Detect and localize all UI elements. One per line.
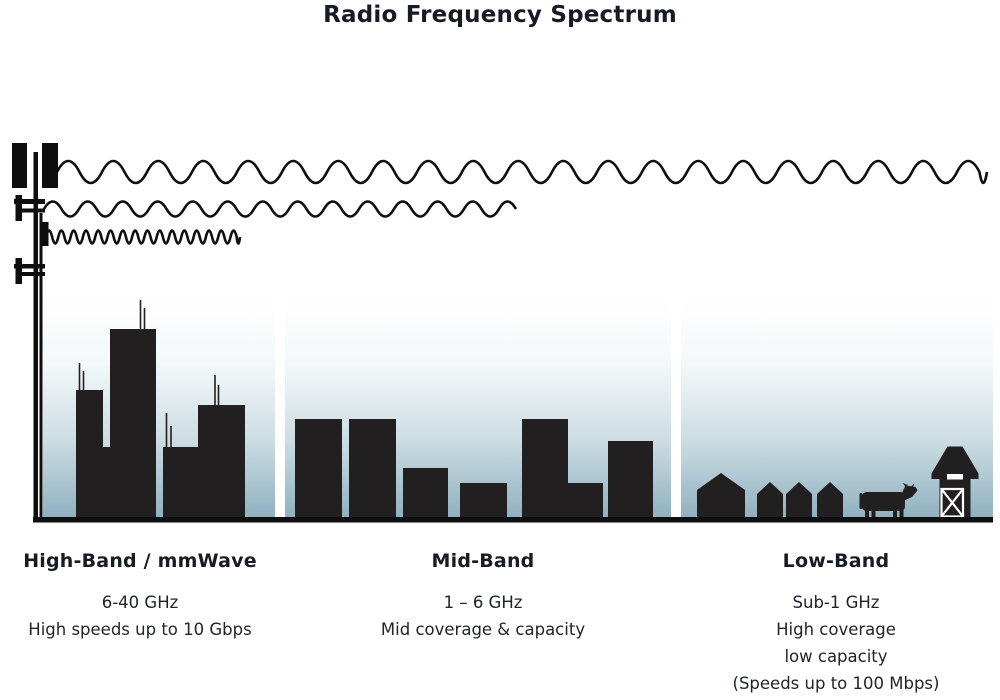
radio-wave-high-band-icon bbox=[44, 229, 242, 245]
skyscraper-silhouette bbox=[163, 447, 198, 518]
midrise-building bbox=[295, 419, 342, 518]
low-band-frequency: Sub-1 GHz bbox=[792, 593, 880, 612]
midrise-building bbox=[522, 419, 568, 518]
house-icon bbox=[757, 482, 783, 518]
ground-line bbox=[33, 517, 993, 523]
mid-band-heading: Mid-Band bbox=[431, 550, 535, 572]
low-band-speed-note: (Speeds up to 100 Mbps) bbox=[732, 674, 940, 693]
low-band-description: low capacity bbox=[784, 647, 888, 666]
cell-tower-icon bbox=[12, 143, 58, 519]
radio-wave-mid-band-icon bbox=[42, 200, 518, 218]
rooftop-antennas-icon bbox=[78, 300, 220, 448]
midrise-building bbox=[608, 441, 653, 518]
high-band-heading: High-Band / mmWave bbox=[23, 550, 257, 572]
page-title: Radio Frequency Spectrum bbox=[323, 2, 677, 28]
midrise-building bbox=[460, 483, 507, 518]
radio-wave-low-band-icon bbox=[55, 159, 989, 185]
mid-band-frequency: 1 – 6 GHz bbox=[443, 593, 523, 612]
high-band-label: High-Band / mmWave 6-40 GHz High speeds … bbox=[0, 549, 280, 643]
mid-band-label: Mid-Band 1 – 6 GHz Mid coverage & capaci… bbox=[343, 549, 623, 643]
house-icon bbox=[786, 482, 812, 518]
low-band-label: Low-Band Sub-1 GHz High coverage low cap… bbox=[686, 549, 986, 697]
low-band-scene bbox=[697, 446, 979, 520]
low-band-heading: Low-Band bbox=[782, 550, 890, 572]
house-icon bbox=[697, 473, 745, 518]
midrise-building bbox=[349, 419, 396, 518]
radio-waves bbox=[42, 159, 989, 245]
skyscraper-silhouette bbox=[198, 405, 245, 518]
barn-loft-vent bbox=[947, 474, 963, 480]
house-icon bbox=[817, 482, 843, 518]
midrise-building bbox=[403, 468, 448, 518]
midrise-building bbox=[568, 483, 603, 518]
high-band-frequency: 6-40 GHz bbox=[101, 593, 179, 612]
barn-door-icon bbox=[940, 487, 965, 518]
skyscraper-silhouette bbox=[76, 329, 156, 518]
high-band-skyline bbox=[76, 300, 245, 518]
low-band-description: High coverage bbox=[776, 620, 896, 639]
high-band-description: High speeds up to 10 Gbps bbox=[28, 620, 252, 639]
mid-band-description: Mid coverage & capacity bbox=[380, 620, 586, 639]
barn-icon bbox=[931, 446, 979, 518]
mid-band-skyline bbox=[295, 419, 653, 518]
cow-icon bbox=[859, 483, 918, 520]
